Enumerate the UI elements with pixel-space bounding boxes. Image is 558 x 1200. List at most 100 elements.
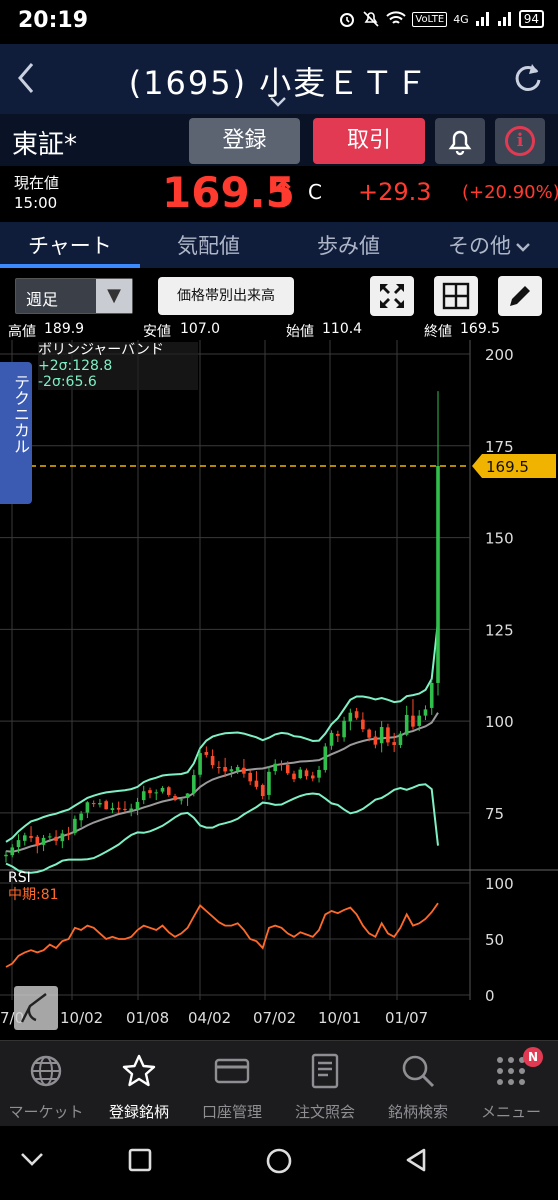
price-tick-label: 100 xyxy=(485,713,514,731)
trade-button[interactable]: 取引 xyxy=(313,118,425,164)
chevron-down-icon[interactable] xyxy=(268,96,288,108)
fullscreen-button[interactable] xyxy=(370,276,414,316)
candle-body xyxy=(398,733,403,746)
period-select[interactable]: 週足 ▼ xyxy=(15,278,133,314)
info-icon: i xyxy=(505,126,535,156)
moving-average-line xyxy=(5,712,439,853)
candle-body xyxy=(329,732,334,746)
candle-body xyxy=(173,796,177,801)
system-recents-icon[interactable] xyxy=(126,1146,154,1174)
expand-icon xyxy=(380,284,404,308)
layout-button[interactable] xyxy=(434,276,478,316)
nav-orders[interactable]: 注文照会 xyxy=(279,1049,371,1122)
exchange-label: 東証* xyxy=(12,130,78,160)
candle-body xyxy=(248,772,252,782)
candle-body xyxy=(166,787,171,795)
current-price-label: 現在値 xyxy=(14,174,60,192)
candle-body xyxy=(129,808,134,811)
candle-body xyxy=(285,764,290,774)
nav-account[interactable]: 口座管理 xyxy=(186,1049,278,1122)
page-title[interactable]: (1695) 小麦ＥＴＦ xyxy=(128,64,430,102)
system-back-icon[interactable] xyxy=(18,1146,46,1174)
nav-account-label: 口座管理 xyxy=(201,1103,262,1121)
candle-body xyxy=(404,714,409,735)
candle-body xyxy=(4,854,8,857)
nav-menu[interactable]: N メニュー xyxy=(465,1047,557,1122)
price-tick-label: 200 xyxy=(485,346,514,364)
bell-icon xyxy=(448,130,472,156)
bottom-navigation: マーケット 登録銘柄 口座管理 注文照会 銘柄検索 N メニュー xyxy=(0,1040,558,1126)
tab-bar: チャート 気配値 歩み値 その他 xyxy=(0,222,558,268)
alarm-icon xyxy=(340,13,355,27)
candle-body xyxy=(79,813,83,821)
price-tick-label: 175 xyxy=(485,438,514,456)
quote-time: 15:00 xyxy=(14,194,58,212)
system-navigation xyxy=(0,1126,558,1200)
price-tag-value: 169.5 xyxy=(486,458,529,476)
candle-body xyxy=(41,837,46,845)
star-icon xyxy=(122,1054,156,1087)
tab-trades[interactable]: 歩み値 xyxy=(317,234,380,258)
candle-body xyxy=(154,792,159,794)
tab-other[interactable]: その他 xyxy=(448,230,531,260)
alert-button[interactable] xyxy=(435,118,485,164)
candle-body xyxy=(235,767,240,771)
draw-button[interactable] xyxy=(498,276,542,316)
candle-body xyxy=(29,836,33,838)
candle-body xyxy=(85,802,90,813)
info-button[interactable]: i xyxy=(495,118,545,164)
price-flag: C xyxy=(308,180,322,204)
candle-body xyxy=(217,767,221,769)
rsi-line xyxy=(5,902,439,968)
candle-body xyxy=(342,720,346,738)
system-home-icon[interactable] xyxy=(264,1146,294,1176)
candle-body xyxy=(354,711,359,718)
tab-quotes[interactable]: 気配値 xyxy=(177,234,240,258)
high-label: 高値 xyxy=(8,324,36,340)
refresh-icon[interactable] xyxy=(510,60,544,96)
dropdown-arrow-icon: ▼ xyxy=(96,279,132,313)
candle-body xyxy=(348,712,353,722)
bollinger-legend: ボリンジャーバンド +2σ:128.8 -2σ:65.6 xyxy=(38,342,198,390)
candle-body xyxy=(298,769,303,779)
chevron-left-icon[interactable] xyxy=(12,58,38,98)
bollinger-name: ボリンジャーバンド xyxy=(38,342,164,358)
candle-body xyxy=(192,775,196,794)
wifi-icon xyxy=(386,11,407,24)
quote-row: 現在値 15:00 169.5 ↑ C +29.3 (+20.90%) xyxy=(0,166,558,222)
x-tick-label: 04/02 xyxy=(188,1009,231,1027)
candle-body xyxy=(392,742,396,746)
candle-body xyxy=(148,790,152,794)
chart-toolbar: 週足 ▼ 価格帯別出来高 xyxy=(0,268,558,320)
tab-chart[interactable]: チャート xyxy=(28,234,112,258)
candle-body xyxy=(73,818,77,834)
system-back-triangle-icon[interactable] xyxy=(402,1146,430,1174)
nav-search[interactable]: 銘柄検索 xyxy=(372,1049,464,1122)
nav-search-label: 銘柄検索 xyxy=(387,1103,448,1121)
card-icon xyxy=(214,1058,250,1084)
nav-market[interactable]: マーケット xyxy=(0,1049,92,1122)
search-icon xyxy=(402,1055,435,1088)
volume-by-price-button[interactable]: 価格帯別出来高 xyxy=(158,277,294,315)
register-button[interactable]: 登録 xyxy=(189,118,300,164)
candle-body xyxy=(367,729,371,738)
grid-menu-icon xyxy=(497,1057,525,1085)
technical-panel-tab[interactable]: テクニカル xyxy=(0,362,32,504)
bollinger-upper: +2σ:128.8 xyxy=(38,358,113,374)
candle-body xyxy=(110,808,115,810)
high-value: 189.9 xyxy=(44,321,85,337)
candle-body xyxy=(411,715,415,727)
candle-body xyxy=(141,791,146,801)
x-tick-label: 07/02 xyxy=(253,1009,296,1027)
chart-area[interactable]: 75 100 125 150 175 200 0 50 100 7/0 10/02 01/08 04/0… xyxy=(0,340,558,1040)
candle-body xyxy=(54,836,58,841)
action-row: 東証* 登録 取引 i xyxy=(0,114,558,166)
nav-watchlist[interactable]: 登録銘柄 xyxy=(93,1049,185,1122)
price-tick-label: 150 xyxy=(485,530,514,548)
status-time: 20:19 xyxy=(18,8,89,33)
candle-body xyxy=(304,770,309,777)
drawing-tool-handle xyxy=(14,986,58,1030)
candle-body xyxy=(160,787,165,792)
tab-other-label: その他 xyxy=(448,234,511,258)
